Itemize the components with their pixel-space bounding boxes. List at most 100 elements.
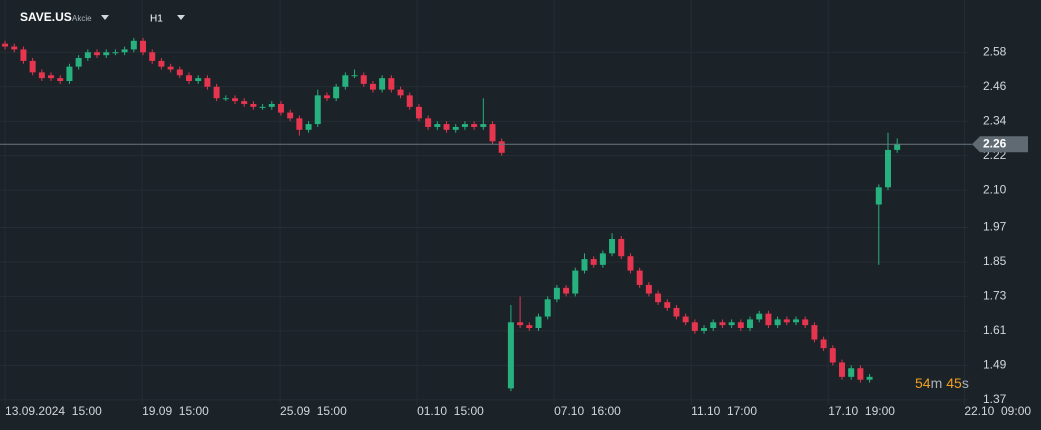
candle-body bbox=[627, 256, 634, 271]
candle-body bbox=[213, 86, 220, 99]
candle-body bbox=[636, 270, 643, 285]
candle-body bbox=[231, 98, 238, 102]
x-tick-label: 11.10 17:00 bbox=[691, 404, 757, 418]
candle-body bbox=[20, 49, 27, 61]
candle-body bbox=[820, 339, 827, 349]
candle-body bbox=[195, 78, 202, 81]
last-price-tag bbox=[972, 136, 1028, 153]
candle-body bbox=[379, 78, 386, 90]
candle-body bbox=[406, 95, 413, 107]
candle-body bbox=[894, 144, 901, 150]
candle-body bbox=[728, 322, 735, 326]
countdown-unit: s bbox=[962, 375, 969, 391]
candle-body bbox=[756, 313, 763, 320]
y-tick-label: 1.85 bbox=[983, 254, 1007, 268]
candle-body bbox=[517, 322, 524, 326]
symbol[interactable]: SAVE.US bbox=[20, 10, 72, 24]
y-tick-label: 1.49 bbox=[983, 358, 1007, 372]
candle-body bbox=[158, 60, 165, 67]
candle-body bbox=[57, 78, 64, 81]
candle-body bbox=[811, 325, 818, 340]
candle-body bbox=[590, 259, 597, 265]
candle-body bbox=[186, 75, 193, 81]
candle-body bbox=[480, 124, 487, 127]
candle-body bbox=[130, 40, 137, 50]
candle-body bbox=[489, 124, 496, 142]
y-tick-label: 2.58 bbox=[983, 44, 1007, 58]
candle-body bbox=[783, 319, 790, 323]
timeframe[interactable]: H1 bbox=[150, 14, 163, 25]
x-tick-label: 19.09 15:00 bbox=[142, 404, 209, 418]
candle-body bbox=[655, 293, 662, 303]
x-tick-label: 13.09.2024 15:00 bbox=[5, 404, 102, 418]
x-tick-label: 25.09 15:00 bbox=[280, 404, 347, 418]
y-tick-label: 1.37 bbox=[983, 392, 1007, 406]
y-tick-label: 1.73 bbox=[983, 289, 1007, 303]
y-tick-label: 2.34 bbox=[983, 113, 1007, 127]
candle-body bbox=[544, 299, 551, 317]
candle-body bbox=[360, 75, 367, 84]
candle-body bbox=[287, 112, 294, 119]
timeframe-dropdown[interactable] bbox=[177, 15, 185, 20]
candle-body bbox=[425, 118, 432, 127]
candle-body bbox=[553, 287, 560, 300]
candle-body bbox=[305, 124, 312, 130]
candle-body bbox=[277, 103, 284, 113]
candle-body bbox=[838, 362, 845, 377]
candle-body bbox=[415, 106, 422, 119]
candle-body bbox=[535, 316, 542, 329]
countdown-minutes: 54 bbox=[915, 375, 931, 391]
candle-body bbox=[507, 322, 514, 389]
candle-body bbox=[848, 368, 855, 377]
candle-body bbox=[673, 307, 680, 317]
candle-body bbox=[103, 52, 110, 56]
candle-body bbox=[222, 98, 229, 100]
candle-body bbox=[75, 58, 82, 67]
candle-body bbox=[351, 75, 358, 77]
candle-body bbox=[471, 124, 478, 127]
candle-body bbox=[866, 376, 873, 380]
candle-body bbox=[645, 284, 652, 294]
candle-body bbox=[691, 322, 698, 331]
candle-body bbox=[296, 118, 303, 130]
symbol-dropdown[interactable] bbox=[101, 15, 109, 20]
countdown-seconds: 45 bbox=[946, 375, 962, 391]
candle-body bbox=[259, 106, 266, 108]
x-tick-label: 22.10 09:00 bbox=[964, 404, 1031, 418]
candle-body bbox=[829, 348, 836, 363]
candle-body bbox=[526, 325, 533, 329]
candle-body bbox=[498, 141, 505, 153]
candle-body bbox=[250, 103, 257, 107]
candle-body bbox=[84, 52, 91, 59]
candle-body bbox=[397, 89, 404, 96]
candle-body bbox=[618, 238, 625, 257]
candle-body bbox=[682, 316, 689, 323]
candle-body bbox=[719, 322, 726, 326]
candle-body bbox=[664, 302, 671, 308]
candle-body bbox=[2, 43, 9, 47]
candle-body bbox=[793, 319, 800, 323]
candle-body bbox=[204, 78, 211, 87]
y-tick-label: 1.61 bbox=[983, 323, 1007, 337]
candle-body bbox=[701, 328, 708, 331]
candle-body bbox=[323, 95, 330, 99]
candle-body bbox=[369, 83, 376, 90]
candle-body bbox=[875, 187, 882, 205]
candle-body bbox=[581, 259, 588, 271]
candle-body bbox=[563, 287, 570, 294]
candle-body bbox=[167, 66, 174, 70]
candle-body bbox=[66, 66, 73, 81]
candle-body bbox=[443, 124, 450, 130]
candle-body bbox=[747, 319, 754, 329]
x-tick-label: 01.10 15:00 bbox=[417, 404, 484, 418]
candle-body bbox=[241, 101, 248, 104]
countdown-unit: m bbox=[931, 375, 943, 391]
candle-body bbox=[176, 69, 183, 76]
y-tick-label: 2.10 bbox=[983, 182, 1007, 196]
candle-body bbox=[268, 103, 275, 107]
candle-body bbox=[802, 319, 809, 326]
candle-body bbox=[48, 75, 55, 79]
candle-body bbox=[572, 270, 579, 294]
